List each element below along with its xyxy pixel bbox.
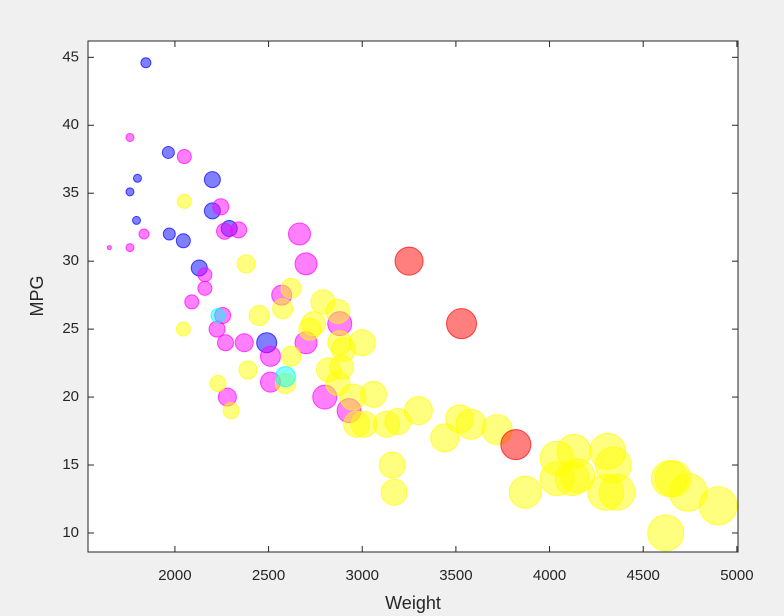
y-tick-label: 20 — [62, 388, 79, 405]
bubble — [209, 374, 227, 392]
bubble — [140, 57, 152, 69]
y-tick-label: 35 — [62, 184, 79, 201]
bubble — [272, 298, 294, 320]
bubble — [280, 277, 302, 299]
x-tick-label: 2500 — [252, 567, 285, 584]
bubble — [287, 222, 311, 246]
bubble — [230, 221, 248, 239]
bubble — [234, 333, 254, 353]
bubble — [698, 486, 738, 526]
bubble — [378, 451, 406, 479]
bubble — [236, 254, 256, 274]
bubble — [403, 396, 433, 426]
bubble — [210, 308, 226, 324]
bubble — [508, 475, 542, 509]
bubble — [197, 267, 213, 283]
bubble — [380, 478, 408, 506]
bubble — [238, 360, 258, 380]
bubble — [125, 132, 135, 142]
x-axis-label: Weight — [385, 593, 441, 613]
bubble — [430, 423, 460, 453]
y-tick-label: 40 — [62, 116, 79, 133]
bubble — [222, 402, 240, 420]
bubble — [176, 193, 192, 209]
y-tick-label: 25 — [62, 320, 79, 337]
y-tick-label: 10 — [62, 524, 79, 541]
bubble — [598, 473, 636, 511]
bubble — [348, 329, 376, 357]
bubble — [184, 294, 200, 310]
x-tick-label: 2000 — [158, 567, 191, 584]
bubble — [280, 345, 302, 367]
x-tick-label: 3000 — [346, 567, 379, 584]
bubble — [106, 245, 112, 251]
x-tick-label: 4500 — [627, 567, 660, 584]
x-tick-label: 4000 — [533, 567, 566, 584]
bubble — [455, 408, 487, 440]
y-tick-label: 45 — [62, 48, 79, 65]
bubble — [161, 145, 175, 159]
plot-area — [88, 41, 738, 552]
bubble — [175, 233, 191, 249]
bubble — [197, 280, 213, 296]
bubble — [162, 227, 176, 241]
y-axis-label: MPG — [27, 275, 47, 316]
bubble — [125, 187, 135, 197]
bubble — [446, 308, 478, 340]
y-tick-label: 15 — [62, 456, 79, 473]
bubble — [500, 429, 532, 461]
x-tick-label: 5000 — [720, 567, 753, 584]
bubble — [259, 345, 281, 367]
bubble — [132, 173, 142, 183]
bubble — [325, 298, 351, 324]
bubble — [175, 321, 191, 337]
bubble — [176, 149, 192, 165]
x-tick-label: 3500 — [439, 567, 472, 584]
bubble — [132, 215, 142, 225]
bubble — [125, 243, 135, 253]
bubble — [216, 334, 234, 352]
bubble — [274, 366, 296, 388]
bubble — [294, 252, 318, 276]
bubble — [560, 458, 596, 494]
bubble — [359, 380, 387, 408]
bubble — [394, 246, 424, 276]
y-tick-label: 30 — [62, 252, 79, 269]
bubble — [298, 317, 322, 341]
axes-box — [87, 40, 739, 553]
bubble — [216, 222, 234, 240]
bubble — [212, 198, 230, 216]
bubble — [647, 514, 685, 552]
bubble — [248, 305, 270, 327]
bubble — [138, 228, 150, 240]
bubble — [203, 171, 221, 189]
